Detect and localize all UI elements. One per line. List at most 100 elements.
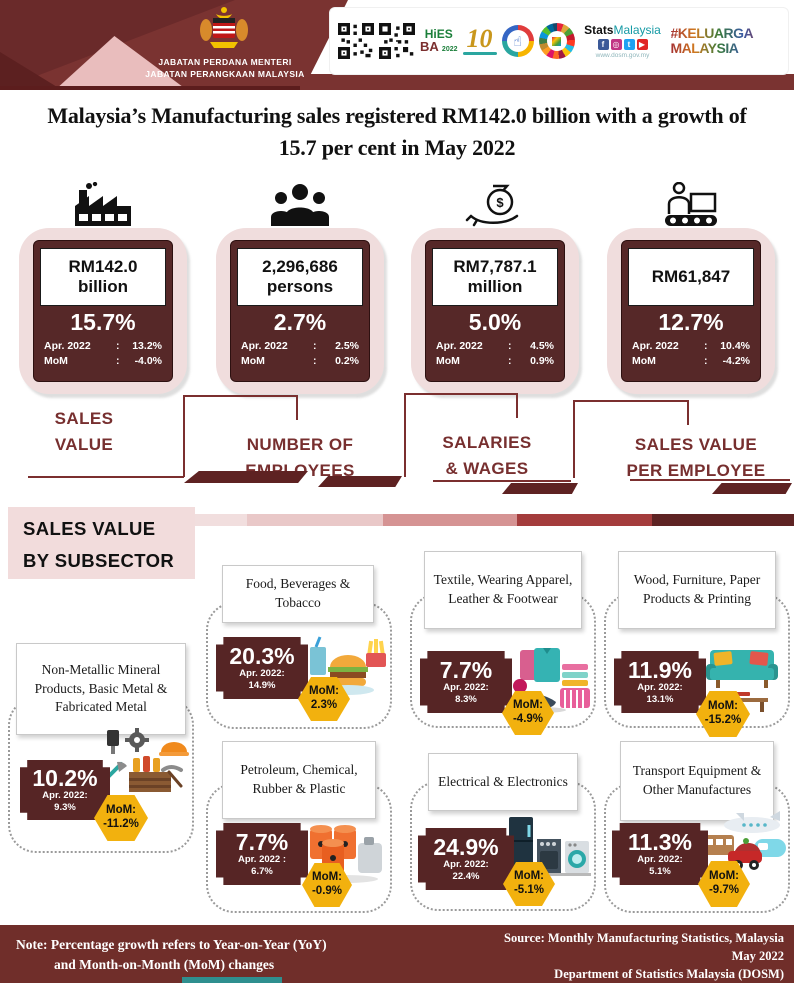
subsector-card-electrical: Electrical & Electronics 24.9% Apr. 2022… bbox=[410, 753, 596, 915]
kpi-value: RM61,847 bbox=[628, 248, 754, 306]
connector-slab bbox=[318, 476, 402, 487]
factory-icon bbox=[75, 182, 131, 226]
header-underline bbox=[0, 86, 302, 90]
header-right-bar bbox=[300, 74, 794, 90]
kpi-detail-rows: Apr. 2022:13.2% MoM: -4.0% bbox=[44, 340, 162, 368]
connector-line bbox=[404, 393, 518, 395]
employees-icon bbox=[271, 184, 329, 226]
connector-line bbox=[687, 400, 689, 425]
connector-line bbox=[404, 393, 406, 477]
yoy-badge: 20.3% Apr. 2022: 14.9% bbox=[216, 637, 308, 699]
kpi-label-sales-per-employee: SALES VALUE PER EMPLOYEE bbox=[626, 435, 766, 481]
subsector-card-non-metallic: Non-Metallic Mineral Products, Basic Met… bbox=[8, 643, 194, 855]
kpi-card-employees: 2,296,686 persons 2.7% Apr. 2022:2.5% MoM… bbox=[216, 228, 384, 394]
ministry-name: JABATAN PERDANA MENTERI JABATAN PERANGKA… bbox=[120, 56, 330, 81]
connector-line bbox=[296, 395, 298, 420]
ten-logo-swoosh bbox=[462, 52, 497, 56]
kpi-card-salaries: RM7,787.1 million 5.0% Apr. 2022:4.5% MoM… bbox=[411, 228, 579, 394]
salaries-icon: $ bbox=[465, 184, 519, 227]
kpi-growth: 5.0% bbox=[468, 309, 522, 335]
ten-years-logo: 10 bbox=[462, 25, 497, 56]
hiesba-2022-logo: HiES BA 2022 bbox=[420, 26, 458, 54]
connector-line bbox=[573, 400, 575, 478]
kpi-value: RM7,787.1 million bbox=[432, 248, 558, 306]
subsector-card-transport: Transport Equipment & Other Manufactures… bbox=[604, 741, 790, 915]
connector-line bbox=[183, 395, 298, 397]
logo-strip: HiES BA 2022 10 ☝ StatsMalaysia f ◎ t ▶ bbox=[330, 8, 788, 74]
subsector-card-wood: Wood, Furniture, Paper Products & Printi… bbox=[604, 551, 790, 737]
kpi-value: 2,296,686 persons bbox=[237, 248, 363, 306]
kpi-panel: RM7,787.1 million 5.0% Apr. 2022:4.5% MoM… bbox=[425, 240, 565, 382]
subsector-name: Food, Beverages & Tobacco bbox=[222, 565, 374, 623]
subsector-name: Non-Metallic Mineral Products, Basic Met… bbox=[16, 643, 186, 735]
yoy-badge: 11.9% Apr. 2022: 13.1% bbox=[614, 651, 706, 713]
kpi-panel: 2,296,686 persons 2.7% Apr. 2022:2.5% MoM… bbox=[230, 240, 370, 382]
footer-accent-bar bbox=[182, 977, 282, 983]
kpi-panel: RM61,847 12.7% Apr. 2022:10.4% MoM: -4.2% bbox=[621, 240, 761, 382]
kpi-label-sales-value: SALES VALUE bbox=[54, 409, 114, 455]
footer-bar: Note: Percentage growth refers to Year-o… bbox=[0, 925, 794, 983]
subsector-name: Wood, Furniture, Paper Products & Printi… bbox=[618, 551, 776, 629]
mom-hexagon: MoM: -15.2% bbox=[696, 691, 750, 737]
connector-line bbox=[433, 480, 571, 482]
subsector-name: Textile, Wearing Apparel, Leather & Foot… bbox=[424, 551, 582, 629]
title-line2: 15.7 per cent in May 2022 bbox=[278, 134, 516, 160]
kpi-panel: RM142.0 billion 15.7% Apr. 2022:13.2% MoM… bbox=[33, 240, 173, 382]
dosm-url: www.dosm.gov.my bbox=[595, 51, 650, 59]
header-left-band bbox=[0, 0, 348, 90]
qr-code-icon bbox=[338, 23, 374, 59]
subsector-name: Petroleum, Chemical, Rubber & Plastic bbox=[222, 741, 376, 819]
mining-tools-illustration bbox=[103, 728, 189, 792]
kpi-growth: 12.7% bbox=[658, 309, 724, 335]
yoy-badge: 10.2% Apr. 2022: 9.3% bbox=[20, 760, 110, 820]
stats-malaysia-logo: StatsMalaysia f ◎ t ▶ www.dosm.gov.my bbox=[580, 24, 666, 59]
sdg-center-square bbox=[552, 36, 561, 46]
qr-code-icon bbox=[379, 23, 415, 59]
footer-source: Source: Monthly Manufacturing Statistics… bbox=[504, 931, 784, 982]
keluarga-malaysia-logo: #KELUARGA MALAYSIA bbox=[671, 26, 767, 55]
kpi-card-sales-value: RM142.0 billion 15.7% Apr. 2022:13.2% MoM… bbox=[19, 228, 187, 394]
twitter-icon: t bbox=[623, 38, 635, 50]
ministry-line1: JABATAN PERDANA MENTERI bbox=[158, 57, 292, 67]
subsector-card-petroleum: Petroleum, Chemical, Rubber & Plastic 7.… bbox=[206, 741, 392, 915]
connector-slab bbox=[712, 483, 792, 494]
connector-line bbox=[183, 395, 185, 477]
sdg-wheel-logo bbox=[538, 23, 575, 59]
mom-hexagon: MoM: -9.7% bbox=[698, 861, 750, 907]
gradient-bar-segment bbox=[247, 514, 383, 526]
hand-logo: ☝ bbox=[501, 25, 534, 57]
kpi-growth: 15.7% bbox=[70, 309, 136, 335]
yoy-badge: 7.7% Apr. 2022 :6.7% bbox=[216, 823, 308, 885]
footer-note: Note: Percentage growth refers to Year-o… bbox=[16, 937, 327, 973]
ministry-line2: JABATAN PERANGKAAN MALAYSIA bbox=[145, 69, 305, 80]
furniture-illustration bbox=[706, 650, 778, 712]
connector-slab bbox=[502, 483, 578, 494]
subsector-card-textile: Textile, Wearing Apparel, Leather & Foot… bbox=[410, 551, 596, 735]
mom-hexagon: MoM: -11.2% bbox=[94, 795, 148, 841]
connector-line bbox=[573, 400, 689, 402]
facebook-icon: f bbox=[597, 38, 609, 50]
gradient-bar-segment bbox=[383, 514, 517, 526]
instagram-icon: ◎ bbox=[610, 38, 622, 50]
subsector-card-food: Food, Beverages & Tobacco 20.3% Apr. 202… bbox=[206, 565, 392, 731]
kpi-value: RM142.0 billion bbox=[40, 248, 166, 306]
gradient-bar-segment bbox=[652, 514, 794, 526]
kpi-card-sales-per-employee: RM61,847 12.7% Apr. 2022:10.4% MoM: -4.2% bbox=[607, 228, 775, 394]
subsector-section-title: SALES VALUE BY SUBSECTOR bbox=[8, 507, 195, 579]
yoy-badge: 11.3% Apr. 2022: 5.1% bbox=[612, 823, 708, 885]
youtube-icon: ▶ bbox=[636, 38, 648, 50]
yoy-badge: 7.7% Apr. 2022: 8.3% bbox=[420, 651, 512, 713]
kpi-detail-rows: Apr. 2022:2.5% MoM:0.2% bbox=[241, 340, 359, 368]
subsector-name: Transport Equipment & Other Manufactures bbox=[620, 741, 774, 821]
subsector-name: Electrical & Electronics bbox=[428, 753, 578, 811]
connector-line bbox=[630, 479, 790, 481]
gradient-bar-segment bbox=[195, 514, 247, 526]
gradient-bar-segment bbox=[517, 514, 652, 526]
employee-output-icon bbox=[665, 182, 717, 226]
svg-text:$: $ bbox=[496, 195, 504, 210]
connector-slab bbox=[184, 471, 308, 483]
malaysia-coat-of-arms bbox=[200, 7, 248, 48]
title-line1: Malaysia’s Manufacturing sales registere… bbox=[47, 103, 747, 128]
yoy-badge: 24.9% Apr. 2022: 22.4% bbox=[418, 828, 514, 890]
